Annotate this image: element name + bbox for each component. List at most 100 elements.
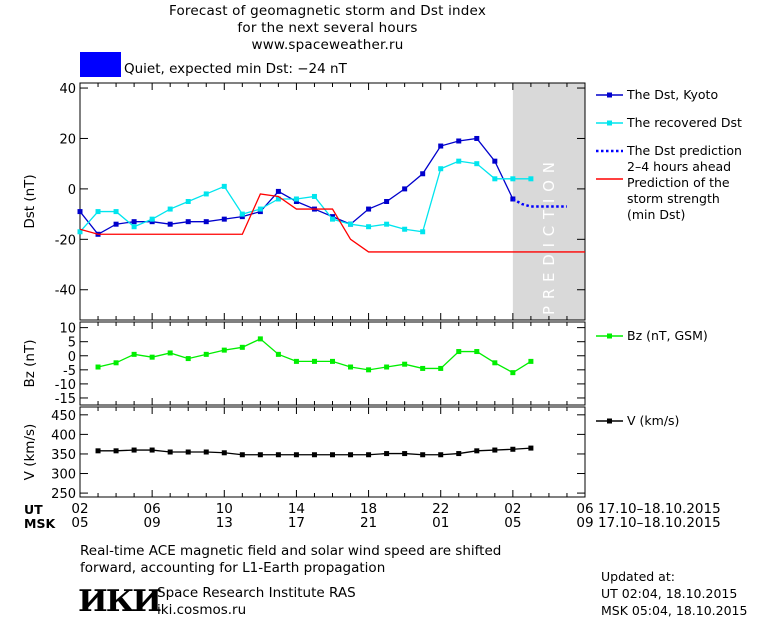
- y-tick-label: 40: [59, 82, 76, 97]
- msk-tick-label: 05: [71, 515, 88, 531]
- data-point: [528, 445, 534, 451]
- msk-tick-label: 21: [360, 515, 377, 531]
- data-point: [402, 186, 408, 192]
- y-tick-label: 0: [68, 350, 76, 365]
- data-point: [492, 158, 498, 164]
- msk-date-range: 17.10–18.10.2015: [598, 515, 721, 531]
- data-point: [257, 452, 263, 458]
- data-point: [510, 370, 516, 376]
- data-point: [239, 211, 245, 217]
- institute-name: Space Research Institute RAS: [157, 585, 356, 601]
- data-point: [456, 158, 462, 164]
- y-tick-label: 400: [51, 428, 76, 443]
- data-point: [348, 452, 354, 458]
- data-point: [113, 221, 119, 227]
- data-point: [366, 452, 372, 458]
- data-point: [203, 351, 209, 357]
- data-point: [311, 193, 317, 199]
- data-point: [149, 354, 155, 360]
- updated-ut: UT 02:04, 18.10.2015: [601, 586, 738, 601]
- y-tick-label: 10: [59, 322, 76, 337]
- y-tick-label: 250: [51, 487, 76, 502]
- legend-label: Bz (nT, GSM): [627, 328, 708, 343]
- legend-label: The recovered Dst: [626, 115, 742, 130]
- ut-tick-label: 14: [288, 501, 305, 517]
- prediction-zone-label: P R E D I C T I O N: [540, 161, 558, 315]
- data-point: [293, 199, 299, 204]
- institute-site-link[interactable]: iki.cosmos.ru: [157, 602, 247, 618]
- data-point: [293, 452, 299, 458]
- series-line: [79, 160, 531, 233]
- panel-frame-1: [79, 82, 586, 321]
- series-line: [79, 137, 514, 236]
- panel-frame-3: [79, 406, 586, 498]
- data-point: [221, 347, 227, 353]
- ut-tick-label: 10: [216, 501, 233, 517]
- footnote-line-2: forward, accounting for L1-Earth propaga…: [80, 560, 386, 576]
- msk-tick-label: 09: [576, 515, 593, 531]
- legend-marker: [607, 333, 612, 339]
- data-point: [113, 209, 119, 215]
- data-point: [149, 447, 155, 453]
- y-tick-label: 0: [68, 183, 76, 198]
- ut-tick-label: 06: [576, 501, 593, 517]
- data-point: [330, 216, 335, 222]
- data-point: [167, 206, 173, 212]
- data-point: [239, 214, 245, 220]
- footnote-line-1: Real-time ACE magnetic field and solar w…: [80, 543, 502, 559]
- data-point: [221, 183, 227, 189]
- data-point: [257, 206, 263, 212]
- ut-tick-label: 06: [144, 501, 161, 517]
- y-tick-label: 350: [51, 448, 76, 463]
- series-line: [97, 338, 532, 374]
- data-point: [420, 171, 426, 177]
- data-point: [384, 199, 390, 204]
- data-point: [330, 452, 335, 458]
- legend-label: Prediction of the: [627, 175, 730, 190]
- data-point: [221, 450, 227, 456]
- data-point: [185, 356, 191, 362]
- legend-label: (min Dst): [627, 207, 685, 222]
- y-axis-label: V (km/s): [22, 424, 38, 481]
- msk-label: MSK: [24, 516, 56, 531]
- data-point: [275, 351, 281, 357]
- data-point: [420, 365, 426, 371]
- y-tick-label: -40: [55, 284, 76, 299]
- msk-tick-label: 05: [504, 515, 521, 531]
- data-point: [311, 358, 317, 364]
- data-point: [510, 446, 516, 452]
- y-axis-label: Dst (nT): [22, 174, 38, 228]
- data-point: [203, 191, 209, 197]
- data-point: [185, 199, 191, 204]
- website-url: www.spaceweather.ru: [251, 37, 404, 53]
- data-point: [167, 449, 173, 455]
- data-point: [131, 351, 137, 357]
- data-point: [311, 452, 317, 458]
- y-tick-label: 300: [51, 468, 76, 483]
- data-point: [528, 176, 534, 182]
- data-point: [348, 364, 354, 370]
- data-point: [149, 216, 155, 222]
- data-point: [330, 214, 335, 220]
- data-point: [438, 365, 444, 371]
- data-point: [438, 166, 444, 172]
- data-point: [402, 226, 408, 232]
- chart-subtitle: for the next several hours: [237, 20, 418, 36]
- legend-label: The Dst, Kyoto: [626, 87, 718, 102]
- data-point: [384, 451, 390, 457]
- data-point: [257, 209, 263, 215]
- legend-label: V (km/s): [627, 413, 679, 428]
- y-axis-label: Bz (nT): [22, 340, 38, 388]
- y-tick-label: 450: [51, 409, 76, 424]
- data-point: [77, 229, 83, 235]
- data-point: [366, 224, 372, 230]
- legend-label: 2–4 hours ahead: [627, 159, 731, 174]
- data-point: [149, 219, 155, 225]
- y-tick-label: -5: [63, 364, 76, 379]
- data-point: [402, 451, 408, 457]
- chart-title: Forecast of geomagnetic storm and Dst in…: [168, 3, 487, 19]
- y-tick-label: 5: [68, 336, 76, 351]
- updated-msk: MSK 05:04, 18.10.2015: [601, 603, 748, 618]
- data-point: [77, 209, 83, 215]
- data-point: [384, 221, 390, 227]
